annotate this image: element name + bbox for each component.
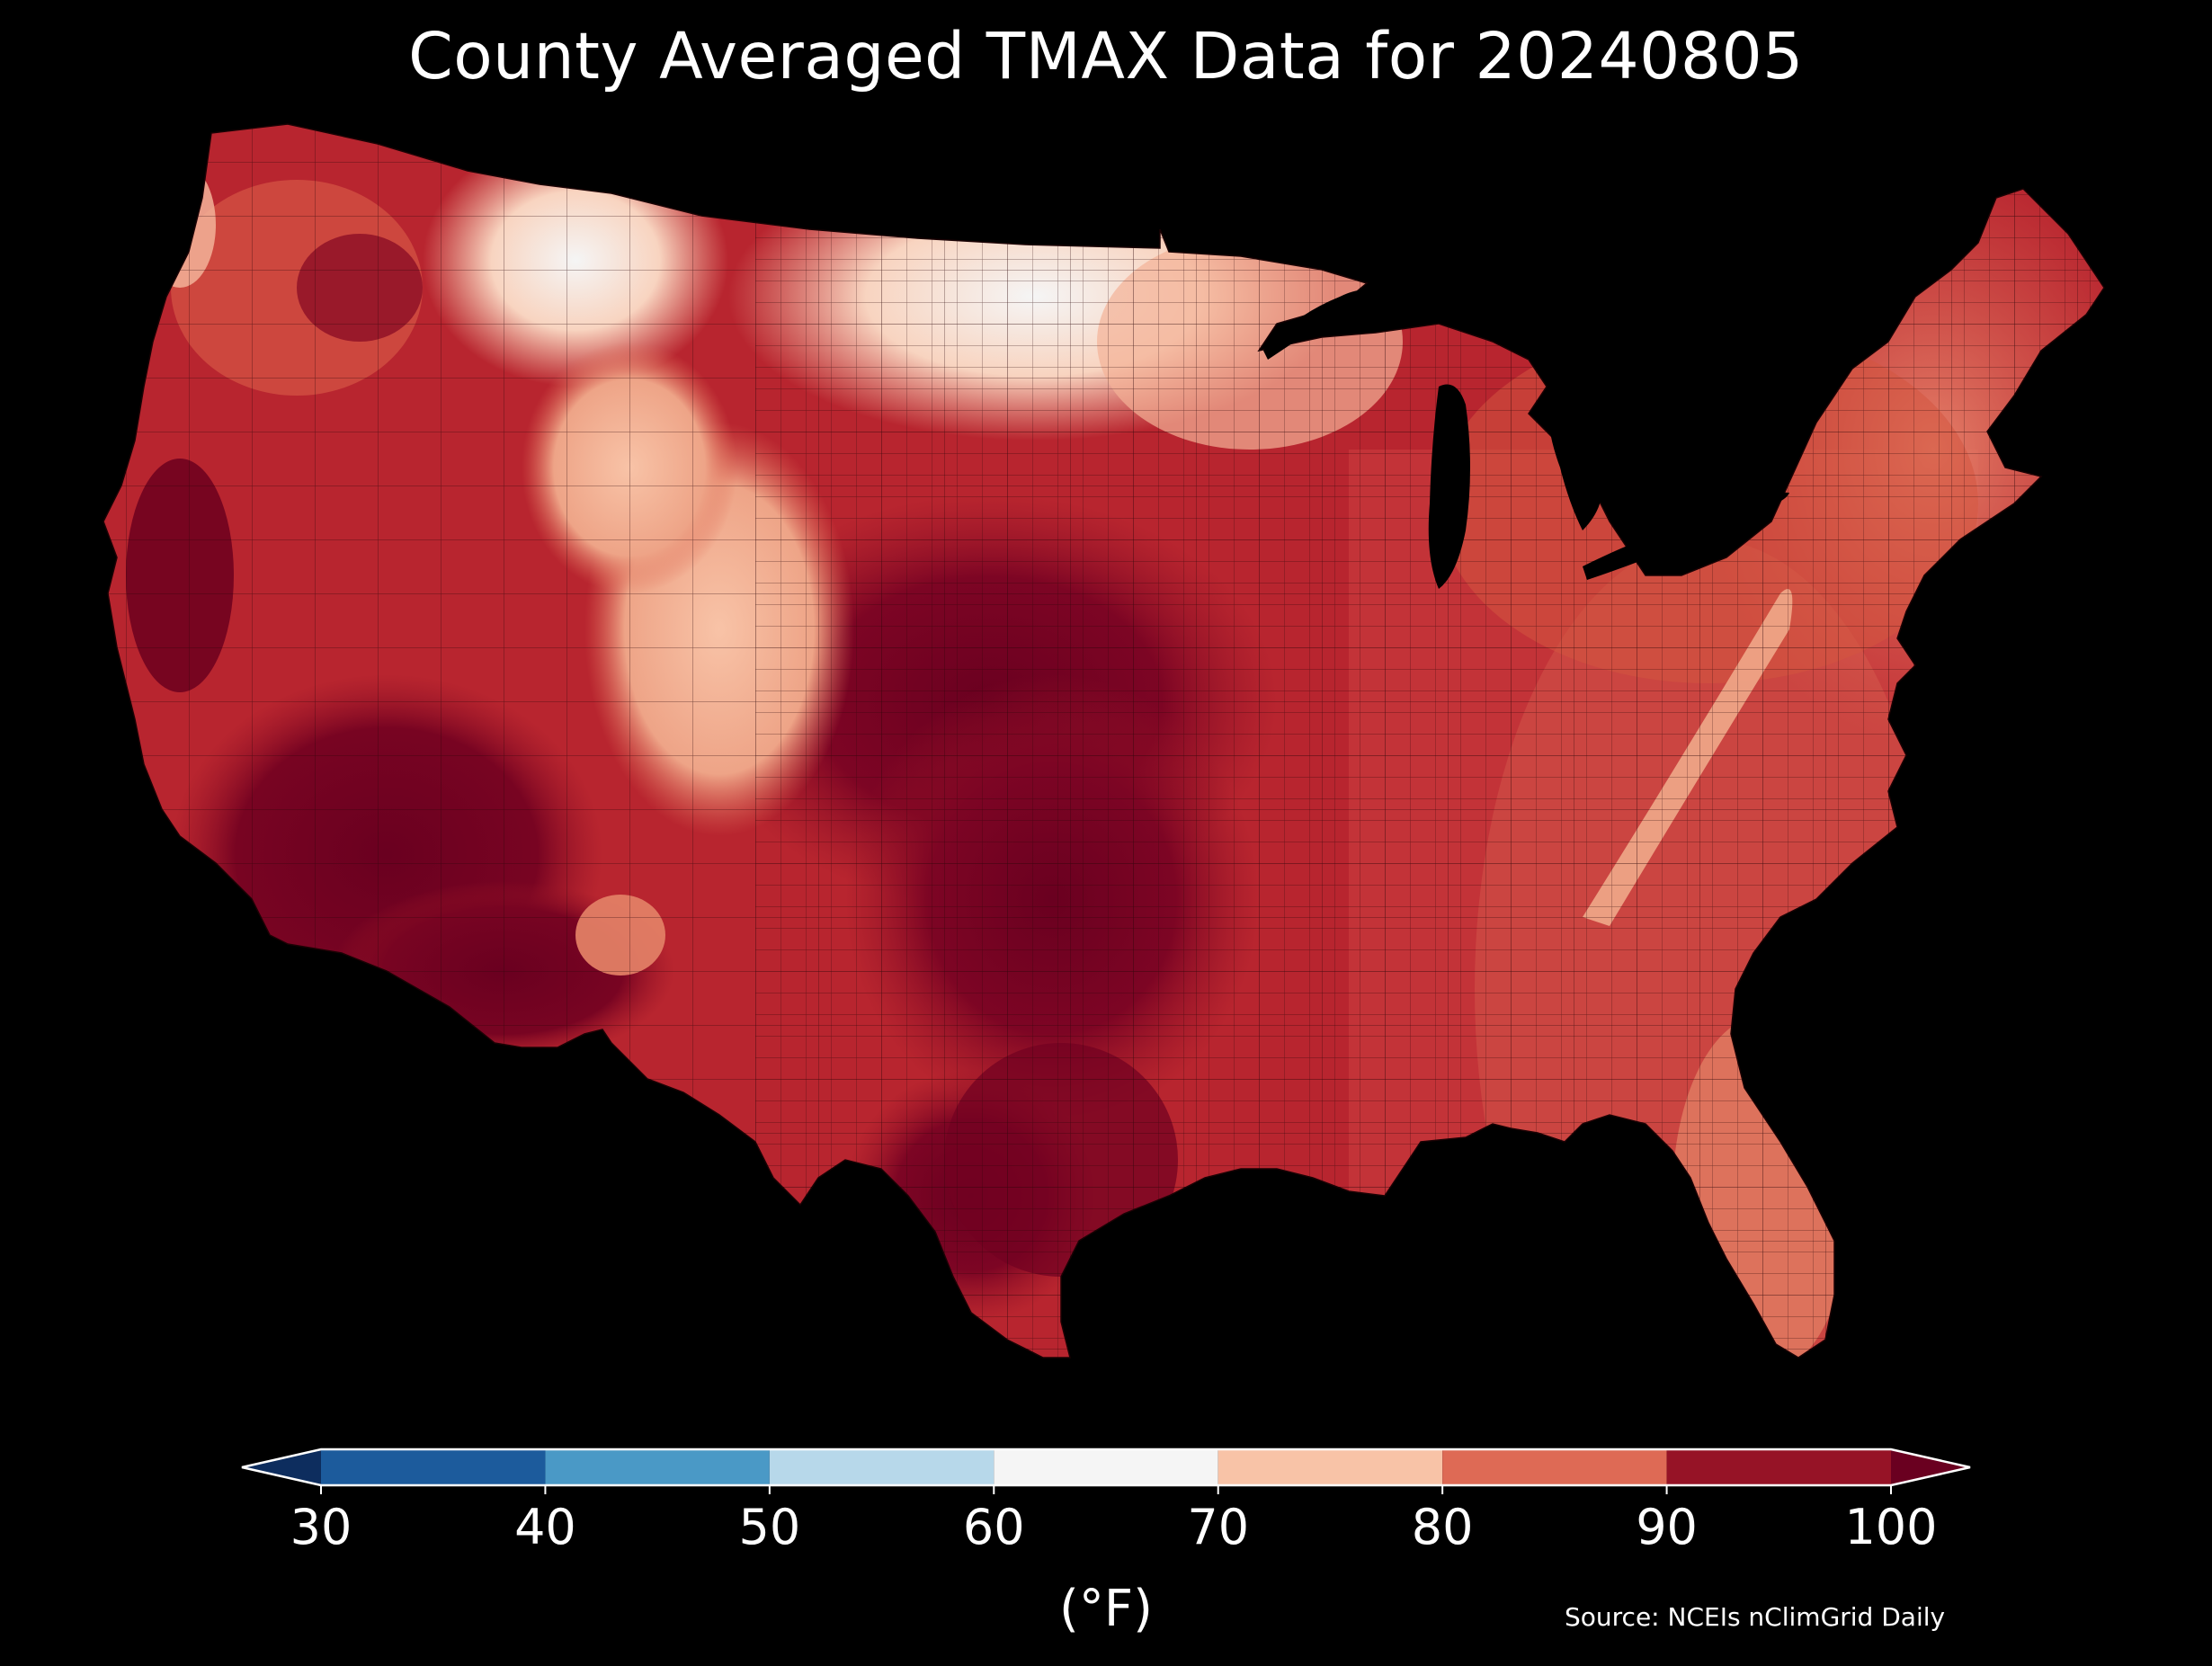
colorbar-bin-80-90: [1442, 1449, 1667, 1485]
lake-michigan: [1428, 384, 1470, 589]
colorbar-bin-30-40: [321, 1449, 546, 1485]
colorbar-tick-label: 100: [1844, 1499, 1937, 1555]
colorbar-bin-50-60: [769, 1449, 995, 1485]
colorbar-group: 30 40 50 60 70 80 90 100 (°F): [241, 1448, 1971, 1638]
colorbar-tick-label: 80: [1412, 1499, 1474, 1555]
lake-ontario: [1708, 492, 1789, 513]
colorbar-bin-70-80: [1217, 1449, 1443, 1485]
colorbar-tick-label: 50: [738, 1499, 800, 1555]
colorbar-tick-label: 60: [963, 1499, 1025, 1555]
colorbar-unit-label: (°F): [1059, 1580, 1153, 1638]
great-lakes: [1263, 290, 1789, 589]
lake-huron: [1547, 396, 1603, 530]
colorbar-tick-label: 70: [1187, 1499, 1249, 1555]
lake-superior: [1263, 290, 1385, 360]
colorbar-tick-label: 90: [1636, 1499, 1698, 1555]
colorbar-bin-60-70: [994, 1449, 1218, 1485]
source-credit: Source: NCEIs nClimGrid Daily: [1565, 1602, 1946, 1632]
colorbar-bin-90-100: [1666, 1449, 1891, 1485]
colorbar-tick-label: 40: [514, 1499, 576, 1555]
map-title: County Averaged TMAX Data for 20240805: [408, 19, 1804, 94]
colorbar-extend-high: [1891, 1449, 1970, 1485]
lake-erie: [1583, 526, 1685, 580]
colorbar-tick-label: 30: [290, 1499, 352, 1555]
colorbar-extend-low: [242, 1449, 321, 1485]
colorbar-bin-40-50: [545, 1449, 770, 1485]
